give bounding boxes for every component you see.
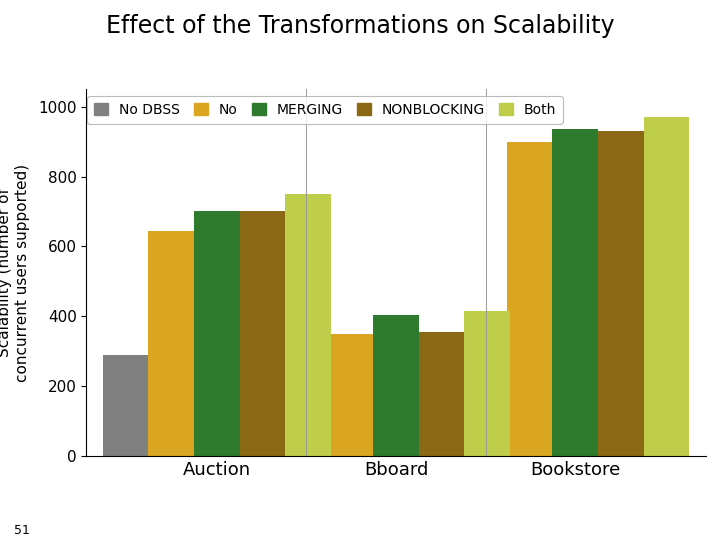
Bar xyxy=(552,129,598,456)
Bar xyxy=(464,311,510,456)
Bar xyxy=(373,315,419,456)
Text: Effect of the Transformations on Scalability: Effect of the Transformations on Scalabi… xyxy=(106,14,614,37)
Bar xyxy=(462,348,507,456)
Bar xyxy=(282,393,328,456)
Bar xyxy=(507,141,552,456)
Text: 51: 51 xyxy=(14,524,30,537)
Text: Applying both transformations yield the best scalability: Applying both transformations yield the … xyxy=(53,478,667,497)
Bar xyxy=(148,231,194,456)
Bar xyxy=(419,332,464,456)
Bar xyxy=(598,131,644,456)
Bar xyxy=(644,117,689,456)
Bar xyxy=(194,212,240,456)
Bar xyxy=(328,334,373,456)
Y-axis label: Scalability (number of
concurrent users supported): Scalability (number of concurrent users … xyxy=(0,164,30,382)
Bar xyxy=(240,212,285,456)
Bar xyxy=(103,355,148,456)
Legend: No DBSS, No, MERGING, NONBLOCKING, Both: No DBSS, No, MERGING, NONBLOCKING, Both xyxy=(87,96,563,124)
Bar xyxy=(285,194,330,456)
